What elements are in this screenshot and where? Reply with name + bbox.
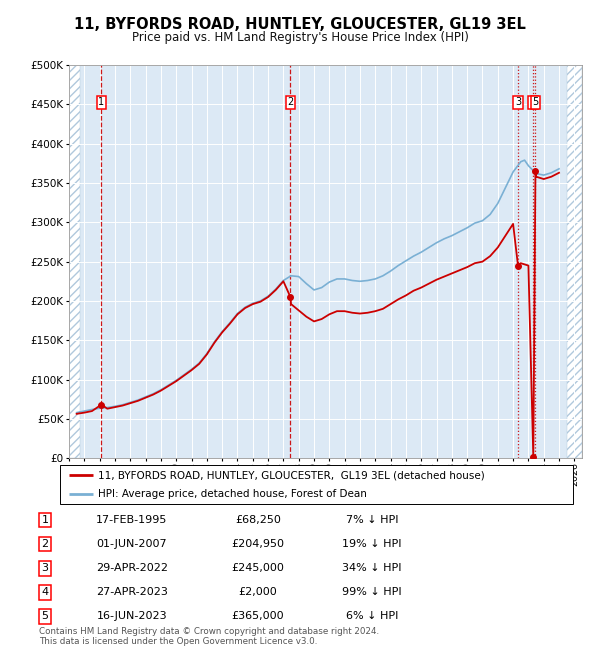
Text: 3: 3: [41, 563, 49, 573]
Text: 01-JUN-2007: 01-JUN-2007: [97, 539, 167, 549]
Text: 11, BYFORDS ROAD, HUNTLEY, GLOUCESTER, GL19 3EL: 11, BYFORDS ROAD, HUNTLEY, GLOUCESTER, G…: [74, 16, 526, 32]
FancyBboxPatch shape: [60, 465, 573, 504]
Text: 3: 3: [515, 98, 521, 107]
Text: 6% ↓ HPI: 6% ↓ HPI: [346, 611, 398, 621]
Text: 2: 2: [287, 98, 293, 107]
Text: 5: 5: [532, 98, 539, 107]
Text: 17-FEB-1995: 17-FEB-1995: [97, 515, 167, 525]
Text: 5: 5: [41, 611, 49, 621]
Text: 19% ↓ HPI: 19% ↓ HPI: [342, 539, 402, 549]
Text: 4: 4: [41, 587, 49, 597]
Bar: [69, 65, 80, 458]
Text: 16-JUN-2023: 16-JUN-2023: [97, 611, 167, 621]
Text: 4: 4: [530, 98, 536, 107]
Text: 34% ↓ HPI: 34% ↓ HPI: [342, 563, 402, 573]
Text: £2,000: £2,000: [239, 587, 277, 597]
Text: 1: 1: [98, 98, 104, 107]
Text: 99% ↓ HPI: 99% ↓ HPI: [342, 587, 402, 597]
Text: 7% ↓ HPI: 7% ↓ HPI: [346, 515, 398, 525]
Text: Price paid vs. HM Land Registry's House Price Index (HPI): Price paid vs. HM Land Registry's House …: [131, 31, 469, 44]
Text: 29-APR-2022: 29-APR-2022: [96, 563, 168, 573]
Text: 27-APR-2023: 27-APR-2023: [96, 587, 168, 597]
Bar: [566, 65, 582, 458]
Text: Contains HM Land Registry data © Crown copyright and database right 2024.
This d: Contains HM Land Registry data © Crown c…: [39, 627, 379, 646]
Text: £245,000: £245,000: [232, 563, 284, 573]
Text: 2: 2: [41, 539, 49, 549]
Text: HPI: Average price, detached house, Forest of Dean: HPI: Average price, detached house, Fore…: [98, 489, 367, 499]
Text: £68,250: £68,250: [235, 515, 281, 525]
Text: 1: 1: [41, 515, 49, 525]
Text: £365,000: £365,000: [232, 611, 284, 621]
Text: £204,950: £204,950: [232, 539, 284, 549]
Text: 11, BYFORDS ROAD, HUNTLEY, GLOUCESTER,  GL19 3EL (detached house): 11, BYFORDS ROAD, HUNTLEY, GLOUCESTER, G…: [98, 471, 485, 480]
